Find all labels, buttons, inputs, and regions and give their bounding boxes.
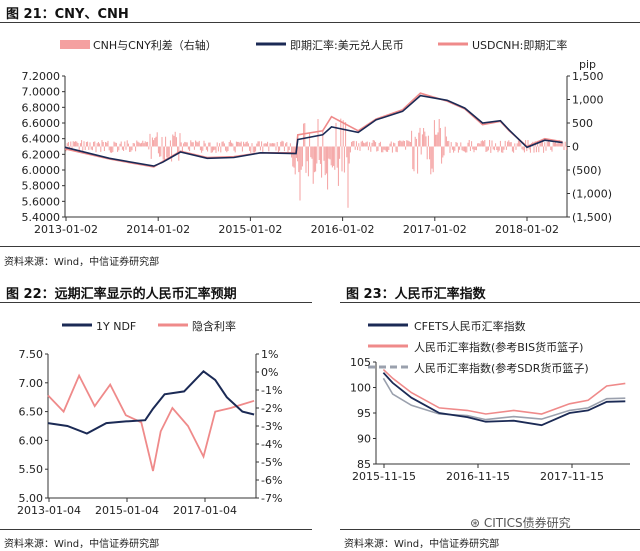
x-tick-label: 2013-01-04 bbox=[17, 504, 81, 517]
fig21-title: 图 21：CNY、CNH bbox=[6, 7, 129, 22]
y-right-tick-label: 1,000 bbox=[572, 94, 604, 107]
y-tick-label: 7.0000 bbox=[22, 86, 61, 99]
y-tick-label: 7.50 bbox=[19, 348, 44, 361]
series-implied-rate-line bbox=[47, 373, 255, 472]
series-cfets-line bbox=[382, 372, 626, 427]
y-tick-label: 6.00 bbox=[19, 434, 44, 447]
y-tick-label: 90 bbox=[357, 433, 371, 446]
y-tick-label: 7.00 bbox=[19, 377, 44, 390]
y-tick-label: 6.6000 bbox=[22, 117, 61, 130]
x-tick-label: 2016-11-15 bbox=[446, 470, 510, 483]
x-tick-label: 2018-01-02 bbox=[495, 223, 559, 236]
y-right-tick-label: -2% bbox=[261, 402, 282, 415]
x-tick-label: 2015-11-15 bbox=[352, 470, 416, 483]
watermark: ⊛ CITICS债券研究 bbox=[470, 514, 571, 531]
y-right-tick-label: (1,000) bbox=[572, 188, 612, 201]
y-right-tick-label: -4% bbox=[261, 438, 282, 451]
series-sdr-line bbox=[382, 377, 626, 421]
y-tick-label: 6.4000 bbox=[22, 133, 61, 146]
y-right-tick-label: 1,500 bbox=[572, 70, 604, 83]
y-right-unit: pip bbox=[579, 58, 596, 71]
y-tick-label: 6.50 bbox=[19, 406, 44, 419]
fig23-bottom-rule bbox=[340, 529, 640, 530]
y-tick-label: 6.0000 bbox=[22, 164, 61, 177]
legend-label-cnh: USDCNH:即期汇率 bbox=[472, 38, 567, 52]
y-right-tick-label: -5% bbox=[261, 456, 282, 469]
y-right-tick-label: -1% bbox=[261, 384, 282, 397]
chart-22: 1Y NDF 隐含利率 7.50 7.00 6.50 6.00 5.50 5.00 1% 0% -1… bbox=[17, 319, 282, 517]
legend-label-bis: 人民币汇率指数(参考BIS货币篮子) bbox=[414, 340, 583, 354]
x-tick-label: 2015-01-04 bbox=[95, 504, 159, 517]
y-right-tick-label: 1% bbox=[261, 348, 278, 361]
fig22-top-rule bbox=[0, 302, 312, 303]
legend-label-cfets: CFETS人民币汇率指数 bbox=[414, 319, 526, 333]
watermark-text: CITICS债券研究 bbox=[483, 516, 571, 530]
x-tick-label: 2016-01-02 bbox=[311, 223, 375, 236]
fig23-top-rule bbox=[340, 302, 640, 303]
y-tick-label: 100 bbox=[350, 382, 371, 395]
x-tick-label: 2017-01-02 bbox=[403, 223, 467, 236]
x-tick-label: 2017-11-15 bbox=[540, 470, 604, 483]
y-tick-label: 5.8000 bbox=[22, 180, 61, 193]
legend-label-ndf: 1Y NDF bbox=[96, 320, 136, 333]
x-tick-label: 2014-01-02 bbox=[126, 223, 190, 236]
series-usdcnh-line bbox=[64, 92, 563, 168]
watermark-icon: ⊛ bbox=[470, 516, 484, 530]
fig22-title: 图 22：远期汇率显示的人民币汇率预期 bbox=[6, 287, 237, 302]
y-tick-label: 5.50 bbox=[19, 463, 44, 476]
series-ndf-line bbox=[47, 369, 255, 435]
fig22-source: 资料来源：Wind，中信证券研究部 bbox=[4, 539, 160, 550]
series-cny-line bbox=[64, 94, 563, 167]
y-right-tick-label: 0 bbox=[572, 141, 579, 154]
y-tick-label: 5.00 bbox=[19, 492, 44, 505]
y-tick-label: 6.8000 bbox=[22, 101, 61, 114]
y-tick-label: 5.4000 bbox=[22, 211, 61, 224]
fig21-bottom-rule bbox=[0, 246, 640, 247]
fig23-title: 图 23：人民币汇率指数 bbox=[346, 287, 486, 302]
legend-label-spread: CNH与CNY利差（右轴） bbox=[93, 38, 217, 52]
y-right-tick-label: -6% bbox=[261, 474, 282, 487]
x-tick-label: 2013-01-02 bbox=[34, 223, 98, 236]
y-tick-label: 5.6000 bbox=[22, 195, 61, 208]
legend-swatch-spread bbox=[60, 40, 90, 49]
y-right-tick-label: -7% bbox=[261, 492, 282, 505]
y-tick-label: 7.2000 bbox=[22, 70, 61, 83]
fig22-bottom-rule bbox=[0, 529, 312, 530]
y-right-tick-label: 500 bbox=[572, 117, 593, 130]
y-right-tick-label: (500) bbox=[572, 164, 602, 177]
y-tick-label: 85 bbox=[357, 458, 371, 471]
fig21-source: 资料来源：Wind，中信证券研究部 bbox=[4, 257, 160, 268]
y-right-tick-label: -3% bbox=[261, 420, 282, 433]
y-right-tick-label: (1,500) bbox=[572, 211, 612, 224]
y-tick-label: 6.2000 bbox=[22, 148, 61, 161]
y-tick-label: 95 bbox=[357, 407, 371, 420]
x-tick-label: 2015-01-02 bbox=[218, 223, 282, 236]
series-bis-line bbox=[382, 369, 626, 415]
x-tick-label: 2017-01-04 bbox=[173, 504, 237, 517]
chart-21: CNH与CNY利差（右轴） 即期汇率:美元兑人民币 USDCNH:即期汇率 7.200… bbox=[22, 38, 613, 236]
fig23-source: 资料来源：Wind，中信证券研究部 bbox=[344, 539, 500, 550]
legend-label-sdr: 人民币汇率指数(参考SDR货币篮子) bbox=[414, 361, 589, 375]
fig21-top-rule bbox=[0, 22, 640, 23]
legend-label-cny: 即期汇率:美元兑人民币 bbox=[290, 38, 404, 52]
y-tick-label: 105 bbox=[350, 356, 371, 369]
y-right-tick-label: 0% bbox=[261, 366, 278, 379]
legend-label-implied: 隐含利率 bbox=[192, 319, 236, 333]
